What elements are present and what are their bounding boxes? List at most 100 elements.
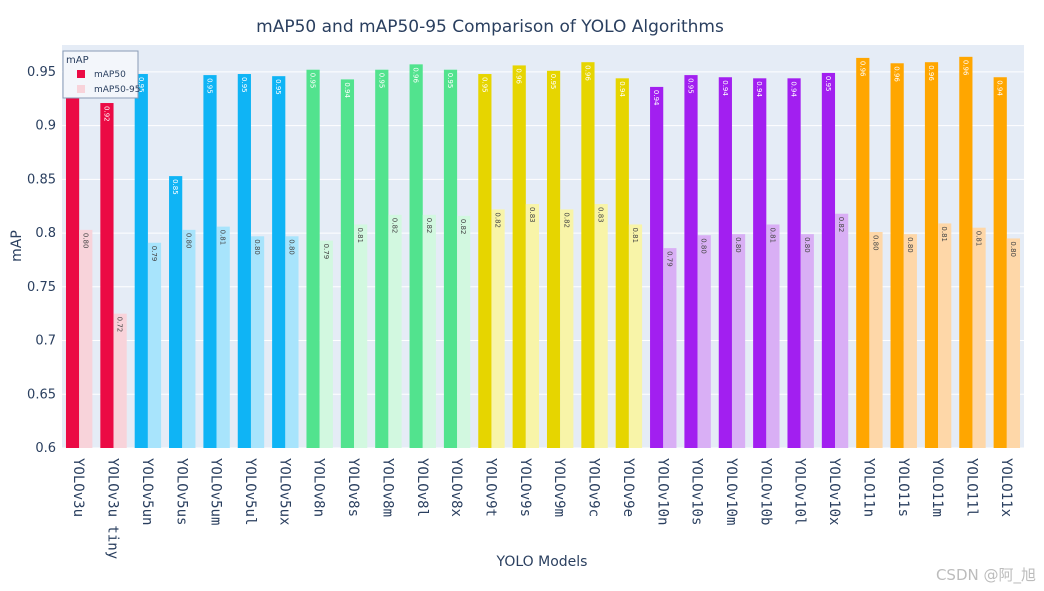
bar-map50-95-yolov10s[interactable] [697, 235, 711, 448]
data-label: 0.96 [583, 65, 591, 81]
bar-map50-95-yolov9c[interactable] [594, 204, 608, 448]
bar-map50-yolov5us[interactable] [169, 176, 183, 449]
legend-label-map50-95[interactable]: mAP50-95 [94, 85, 141, 95]
bar-map50-95-yolov9s[interactable] [525, 204, 540, 448]
bars: 0.94 0.80 0.92 0.72 0.95 0.79 0.85 0.80 0.95 0.81… [65, 56, 1021, 449]
legend-label-map50[interactable]: mAP50 [94, 70, 126, 80]
bar-map50-95-yolov8m[interactable] [388, 214, 402, 448]
bar-map50-95-yolo11s[interactable] [903, 234, 917, 448]
bar-map50-95-yolo11x[interactable] [1006, 238, 1021, 448]
bar-map50-yolo11m[interactable] [924, 62, 939, 448]
x-tick-label: YOLOv9s [517, 458, 533, 517]
data-label: 0.82 [837, 217, 845, 233]
bar-map50-yolov3u[interactable] [65, 79, 80, 448]
x-axis: YOLOv3u YOLOv3u tiny YOLOv5un YOLOv5us YOLOv… [70, 458, 1014, 559]
bar-map50-yolov10m[interactable] [718, 77, 732, 449]
y-tick-label: 0.8 [35, 226, 56, 241]
bar-map50-yolov3u-tiny[interactable] [100, 103, 114, 449]
x-tick-label: YOLOv5un [139, 458, 155, 525]
data-label: 0.95 [377, 73, 385, 89]
bar-map50-yolov10s[interactable] [684, 75, 698, 448]
bar-map50-yolov8x[interactable] [443, 69, 458, 448]
bar-map50-95-yolov9e[interactable] [628, 224, 643, 448]
data-label: 0.95 [137, 77, 145, 93]
x-tick-label: YOLO11s [895, 458, 911, 517]
x-tick-label: YOLOv10s [689, 458, 705, 525]
y-tick-label: 0.9 [35, 119, 56, 134]
bar-map50-yolov10x[interactable] [821, 72, 836, 448]
bar-map50-yolov9s[interactable] [512, 65, 526, 448]
bar-map50-95-yolo11n[interactable] [869, 231, 883, 448]
bar-map50-95-yolov3u-tiny[interactable] [113, 313, 127, 448]
bar-map50-yolov9c[interactable] [581, 62, 595, 448]
data-label: 0.94 [618, 81, 626, 97]
bar-map50-yolov5um[interactable] [203, 75, 217, 448]
legend[interactable]: mAP mAP50 mAP50-95 [62, 50, 141, 99]
bar-map50-yolov8s[interactable] [340, 79, 355, 448]
bar-map50-95-yolov5un[interactable] [147, 242, 162, 448]
bar-map50-95-yolov5ul[interactable] [250, 236, 265, 448]
bar-map50-yolov9e[interactable] [615, 78, 629, 448]
bar-map50-95-yolo11m[interactable] [938, 223, 952, 448]
legend-swatch-map50-95[interactable] [77, 85, 85, 93]
y-tick-label: 0.95 [27, 65, 56, 80]
x-tick-label: YOLOv10b [757, 458, 773, 525]
chart-title: mAP50 and mAP50-95 Comparison of YOLO Al… [256, 17, 724, 37]
data-label: 0.80 [287, 239, 295, 255]
bar-map50-yolov8l[interactable] [409, 64, 423, 449]
bar-map50-yolo11s[interactable] [890, 63, 904, 448]
data-label: 0.79 [322, 244, 330, 260]
data-label: 0.82 [494, 212, 502, 228]
bar-map50-95-yolov9t[interactable] [491, 209, 505, 448]
bar-map50-95-yolov8n[interactable] [319, 240, 333, 448]
bar-map50-95-yolov10n[interactable] [663, 248, 677, 448]
bar-map50-yolo11x[interactable] [993, 77, 1007, 449]
data-label: 0.94 [343, 82, 351, 98]
bar-map50-95-yolov10x[interactable] [835, 213, 849, 448]
data-label: 0.80 [906, 237, 914, 253]
bar-map50-yolov5ul[interactable] [237, 74, 251, 449]
legend-swatch-map50[interactable] [77, 70, 85, 78]
y-tick-label: 0.7 [35, 334, 56, 349]
bar-map50-95-yolov9m[interactable] [560, 209, 574, 448]
data-label: 0.95 [274, 79, 282, 95]
watermark: CSDN @阿_旭 [936, 566, 1036, 585]
bar-map50-95-yolo11l[interactable] [972, 227, 986, 448]
data-label: 0.80 [803, 237, 811, 253]
x-tick-label: YOLOv8l [414, 458, 430, 517]
bar-map50-yolov10l[interactable] [787, 78, 801, 448]
bar-map50-yolo11l[interactable] [959, 56, 973, 448]
data-label: 0.81 [975, 231, 983, 247]
bar-map50-95-yolov10m[interactable] [731, 234, 746, 448]
y-tick-label: 0.6 [35, 441, 56, 456]
bar-map50-yolov9m[interactable] [546, 70, 561, 449]
bar-map50-yolov9t[interactable] [478, 74, 492, 449]
bar-map50-yolov5ux[interactable] [272, 76, 286, 448]
bar-map50-95-yolov10b[interactable] [766, 224, 780, 448]
bar-map50-yolo11n[interactable] [856, 57, 870, 449]
x-tick-label: YOLOv9t [482, 458, 498, 517]
bar-map50-yolov8m[interactable] [375, 69, 389, 448]
x-tick-label: YOLOv8s [345, 458, 361, 517]
bar-map50-yolov10b[interactable] [753, 78, 767, 448]
bar-map50-yolov10n[interactable] [650, 86, 664, 449]
bar-map50-yolov8n[interactable] [306, 69, 320, 448]
data-label: 0.80 [1009, 241, 1017, 257]
data-label: 0.79 [150, 246, 158, 262]
bar-map50-95-yolov3u[interactable] [79, 229, 93, 448]
x-tick-label: YOLOv10x [826, 458, 842, 525]
bar-map50-95-yolov8l[interactable] [422, 214, 436, 448]
data-label: 0.94 [996, 80, 1004, 96]
x-tick-label: YOLOv9e [620, 458, 636, 517]
data-label: 0.96 [893, 66, 901, 82]
bar-map50-95-yolov5ux[interactable] [285, 236, 299, 448]
bar-map50-95-yolov5us[interactable] [182, 229, 196, 448]
x-tick-label: YOLOv8x [448, 458, 464, 517]
bar-map50-95-yolov8x[interactable] [457, 215, 471, 448]
x-tick-label: YOLO11l [963, 458, 979, 517]
bar-map50-95-yolov8s[interactable] [354, 224, 368, 448]
bar-map50-95-yolov10l[interactable] [800, 234, 814, 448]
bar-map50-yolov5un[interactable] [134, 74, 148, 449]
bar-map50-95-yolov5um[interactable] [216, 226, 230, 448]
x-tick-label: YOLOv3u tiny [105, 458, 121, 559]
